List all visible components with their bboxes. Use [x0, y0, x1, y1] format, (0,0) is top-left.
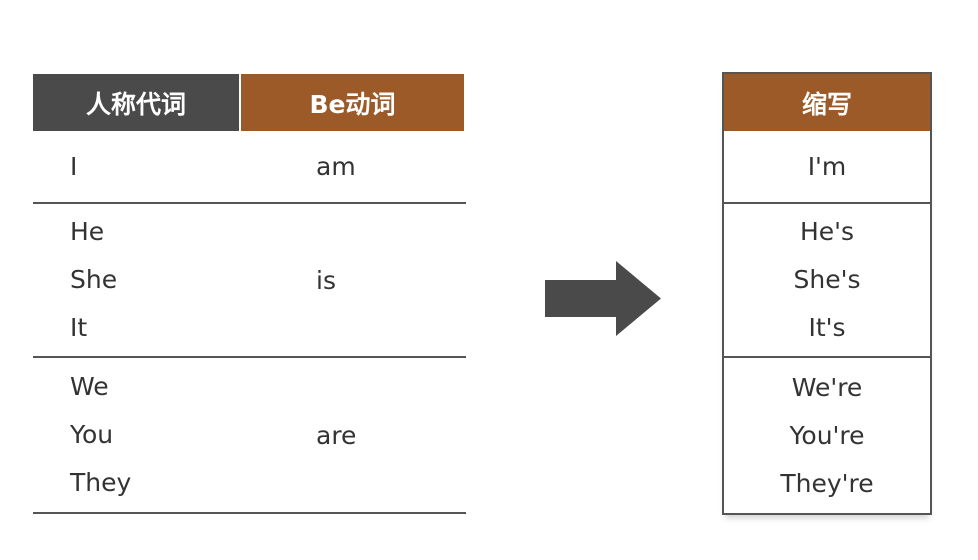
- pronoun-cell: She: [70, 265, 118, 294]
- table-row: We're You're They're: [724, 358, 930, 513]
- header-be-verb: Be动词: [241, 74, 464, 131]
- table-header: 人称代词 Be动词: [33, 74, 466, 131]
- pronoun-list: We You They: [70, 358, 131, 512]
- table-row: We You They are: [33, 358, 466, 514]
- be-verb-cell: am: [316, 152, 356, 181]
- contraction-cell: We're: [791, 372, 863, 402]
- pronoun-cell: You: [70, 420, 114, 449]
- contraction-cell: They're: [780, 468, 874, 498]
- table-row: He She It is: [33, 204, 466, 358]
- contraction-cell: She's: [793, 265, 861, 294]
- contraction-table: 缩写 I'm He's She's It's We're You're They…: [722, 72, 932, 515]
- be-verb-cell: is: [316, 265, 336, 295]
- table-row: I am: [33, 131, 466, 204]
- header-contraction: 缩写: [724, 74, 930, 131]
- pronoun-be-verb-table: 人称代词 Be动词 I am He She It is We You They …: [33, 74, 466, 514]
- contraction-cell: He's: [799, 217, 855, 246]
- pronoun-cell: I: [70, 151, 78, 181]
- pronoun-cell: He: [70, 217, 105, 246]
- table-row: He's She's It's: [724, 204, 930, 358]
- pronoun-list: He She It: [70, 204, 117, 356]
- pronoun-cell: We: [70, 372, 109, 401]
- right-arrow-icon: [545, 261, 661, 336]
- contraction-cell: You're: [789, 420, 865, 450]
- be-verb-cell: are: [316, 420, 357, 450]
- pronoun-cell: They: [70, 468, 132, 497]
- pronoun-list: I: [70, 131, 77, 202]
- header-pronoun: 人称代词: [33, 74, 239, 131]
- pronoun-cell: It: [70, 313, 88, 342]
- contraction-cell: I'm: [807, 151, 847, 181]
- contraction-cell: It's: [808, 313, 846, 342]
- table-row: I'm: [724, 131, 930, 204]
